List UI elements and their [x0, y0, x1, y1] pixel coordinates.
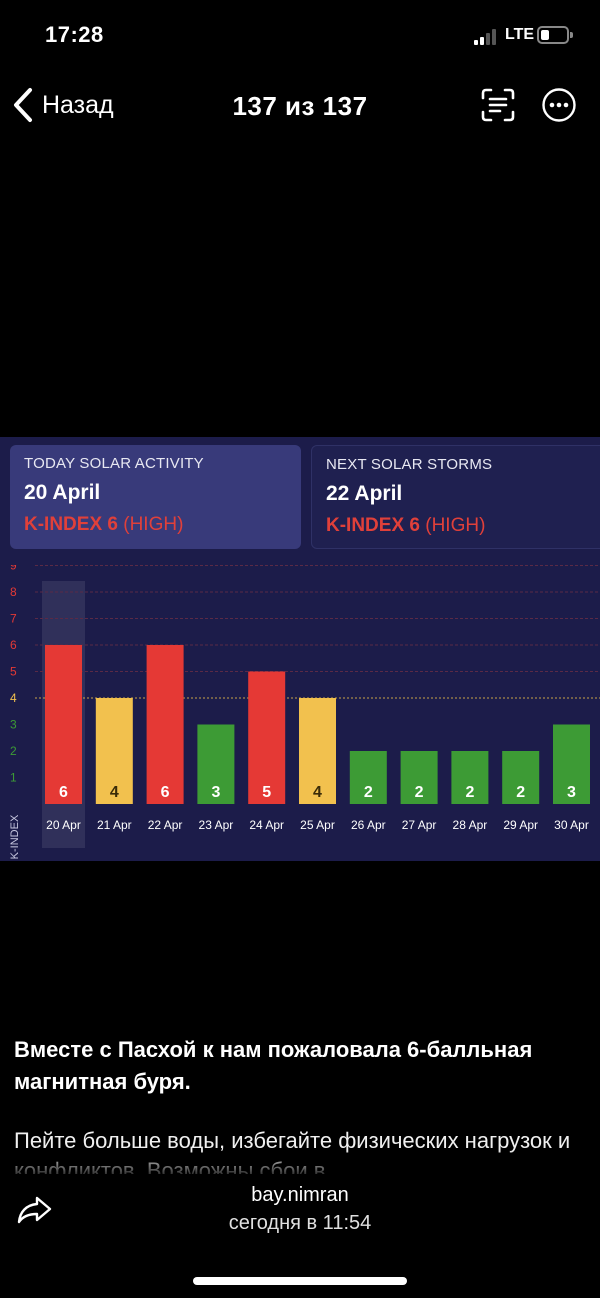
card-kindex: K-INDEX 6 (HIGH) — [24, 514, 287, 536]
x-tick-label: 30 Apr — [554, 818, 589, 832]
x-tick-label: 26 Apr — [351, 818, 386, 832]
bar — [451, 751, 489, 804]
next-storms-card: NEXT SOLAR STORMS 22 April K-INDEX 6 (HI… — [311, 445, 600, 549]
y-tick-label: 7 — [10, 612, 17, 626]
y-tick-label: 8 — [10, 585, 17, 599]
x-tick-label: 21 Apr — [97, 818, 132, 832]
live-text-icon — [481, 88, 515, 122]
back-label: Назад — [42, 90, 114, 119]
bar — [45, 645, 82, 804]
bar — [299, 698, 336, 804]
nav-bar: Назад 137 из 137 — [0, 75, 600, 135]
bar-value-label: 6 — [59, 784, 68, 801]
x-tick-label: 22 Apr — [148, 818, 183, 832]
status-bar: 17:28 LTE — [0, 0, 600, 70]
share-arrow-icon — [17, 1196, 52, 1224]
x-tick-label: 28 Apr — [453, 818, 488, 832]
home-indicator — [193, 1277, 407, 1285]
x-tick-label: 27 Apr — [402, 818, 437, 832]
bar — [502, 751, 540, 804]
kindex-value: K-INDEX 6 — [326, 515, 420, 536]
kindex-level: (HIGH) — [123, 514, 184, 535]
bar — [349, 751, 387, 804]
y-tick-label: 1 — [10, 771, 17, 785]
x-tick-label: 25 Apr — [300, 818, 335, 832]
bar — [553, 724, 590, 804]
x-tick-label: 23 Apr — [199, 818, 234, 832]
y-tick-label: 9 — [10, 565, 17, 573]
x-tick-label: 20 Apr — [46, 818, 81, 832]
ellipsis-circle-icon — [542, 88, 576, 122]
network-type: LTE — [505, 26, 535, 43]
y-tick-label: 4 — [10, 691, 17, 705]
bar — [146, 645, 184, 804]
y-tick-label: 3 — [10, 718, 17, 732]
bar — [95, 698, 133, 804]
bar-value-label: 2 — [364, 784, 373, 801]
kindex-level: (HIGH) — [425, 515, 486, 536]
card-heading: NEXT SOLAR STORMS — [326, 456, 493, 473]
y-tick-label: 2 — [10, 744, 17, 758]
cellular-signal-icon — [474, 29, 500, 45]
bar-value-label: 4 — [313, 784, 322, 801]
bar-value-label: 3 — [211, 784, 220, 801]
bar-value-label: 2 — [415, 784, 424, 801]
x-tick-label: 29 Apr — [503, 818, 538, 832]
more-options-button[interactable] — [541, 87, 577, 123]
share-button[interactable] — [15, 1190, 55, 1230]
y-tick-label: 6 — [10, 638, 17, 652]
author-name[interactable]: bay.nimran — [251, 1184, 349, 1206]
x-tick-label: 24 Apr — [249, 818, 284, 832]
card-kindex: K-INDEX 6 (HIGH) — [326, 515, 596, 537]
chevron-left-icon — [14, 88, 32, 122]
back-button[interactable]: Назад — [12, 85, 114, 125]
kindex-value: K-INDEX 6 — [24, 514, 118, 535]
text-scan-button[interactable] — [480, 87, 516, 123]
status-time: 17:28 — [45, 22, 104, 47]
y-axis-label: K-INDEX — [9, 814, 21, 859]
caption-heading: Вместе с Пасхой к нам пожаловала 6-балль… — [14, 1037, 533, 1094]
bar-value-label: 6 — [161, 784, 170, 801]
post-photo[interactable]: TODAY SOLAR ACTIVITY 20 April K-INDEX 6 … — [0, 437, 600, 861]
card-date: 20 April — [24, 481, 101, 504]
post-timestamp: сегодня в 11:54 — [228, 1212, 372, 1234]
post-footer: bay.nimran сегодня в 11:54 — [0, 1180, 600, 1250]
caption-fade — [0, 1150, 600, 1186]
card-heading: TODAY SOLAR ACTIVITY — [24, 455, 204, 472]
card-date: 22 April — [326, 482, 403, 505]
bar — [400, 751, 438, 804]
bar — [248, 671, 286, 804]
battery-icon — [537, 26, 573, 44]
bar-value-label: 2 — [465, 784, 474, 801]
bar-value-label: 5 — [262, 784, 271, 801]
today-activity-card: TODAY SOLAR ACTIVITY 20 April K-INDEX 6 … — [10, 445, 301, 549]
bar-value-label: 3 — [567, 784, 576, 801]
y-tick-label: 5 — [10, 665, 17, 679]
bar-value-label: 4 — [110, 784, 119, 801]
bar-value-label: 2 — [516, 784, 525, 801]
bar — [197, 724, 235, 804]
